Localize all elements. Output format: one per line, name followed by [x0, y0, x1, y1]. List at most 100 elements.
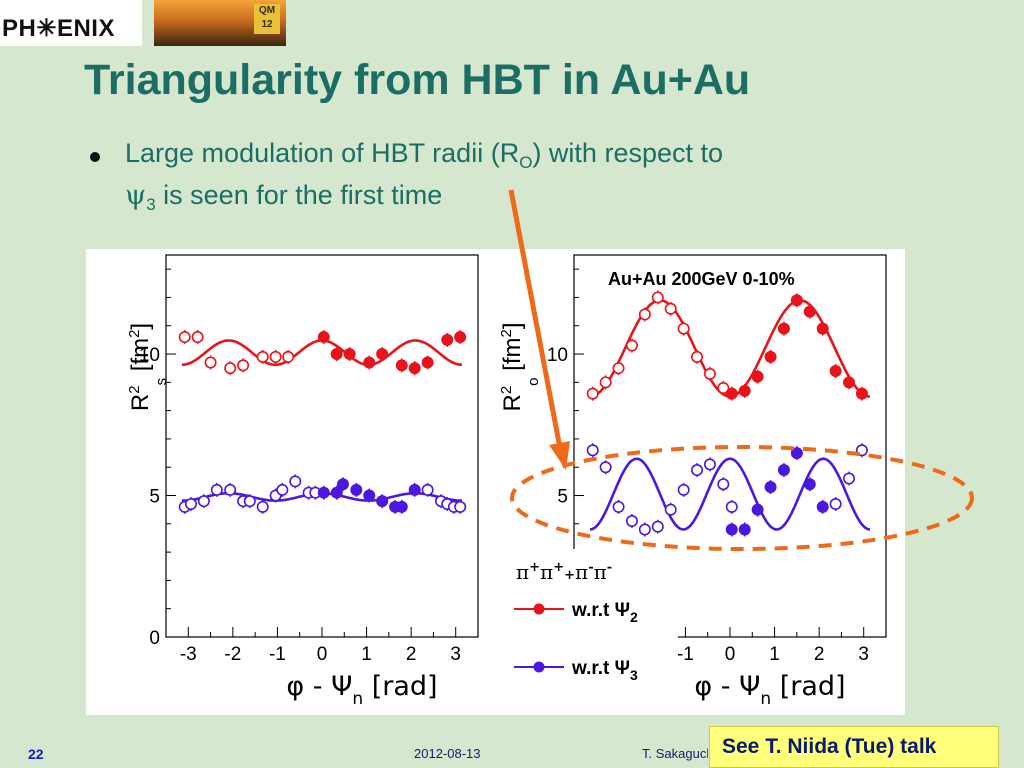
red-open-point — [178, 331, 191, 344]
blue-filled-point — [376, 495, 389, 508]
red-filled-point — [441, 333, 454, 346]
red-filled-point — [363, 356, 376, 369]
x-tick-label: 0 — [317, 644, 328, 665]
red-open-point — [612, 362, 625, 375]
y-tick-label: 0 — [149, 628, 160, 649]
red-filled-point — [408, 362, 421, 375]
y-axis-label-part: R — [499, 394, 526, 411]
blue-open-point — [256, 500, 269, 513]
legend-particles-part: + — [529, 560, 540, 575]
blue-open-point — [843, 472, 856, 485]
x-axis-label-part: φ - Ψ — [286, 671, 352, 702]
red-filled-point — [738, 384, 751, 397]
red-open-point — [625, 339, 638, 352]
blue-filled-point — [764, 481, 777, 494]
red-filled-point — [777, 322, 790, 335]
red-open-point — [586, 387, 599, 400]
y-axis-label-part: 2 — [498, 386, 515, 394]
conference-photo: QM 12 — [154, 0, 286, 46]
blue-open-point — [625, 514, 638, 527]
x-tick-label: 2 — [406, 644, 417, 665]
y-axis-label-part: 2 — [126, 330, 143, 338]
legend-particles-part: - — [607, 560, 612, 575]
legend-label: w.r.t Ψ2 — [571, 600, 638, 625]
legend-marker — [533, 661, 545, 673]
red-filled-point — [855, 387, 868, 400]
legend-particles-part: - — [588, 560, 593, 575]
red-filled-point — [421, 356, 434, 369]
legend-label-text: w.r.t Ψ — [571, 658, 630, 679]
y-axis-label-part: 2 — [126, 385, 143, 393]
blue-open-point — [677, 483, 690, 496]
bullet-line-1-post: ) with respect to — [532, 138, 724, 168]
red-open-point — [703, 367, 716, 380]
red-filled-point — [790, 294, 803, 307]
x-tick-label: 0 — [725, 644, 736, 665]
blue-filled-point — [363, 489, 376, 502]
red-filled-point — [454, 331, 467, 344]
blue-open-point — [691, 464, 704, 477]
legend-particles-part: π — [540, 560, 553, 584]
legend-particles-part: + — [553, 560, 564, 575]
red-filled-point — [803, 305, 816, 318]
x-tick-label: 1 — [769, 644, 780, 665]
blue-open-point — [829, 498, 842, 511]
blue-filled-point — [790, 447, 803, 460]
blue-open-point — [197, 495, 210, 508]
red-open-point — [651, 291, 664, 304]
blue-open-point — [224, 483, 237, 496]
legend-particles-part: π — [575, 560, 588, 584]
blue-open-point — [725, 500, 738, 513]
red-open-point — [599, 376, 612, 389]
red-open-point — [237, 359, 250, 372]
x-axis-label: φ - Ψn [rad] — [286, 671, 437, 709]
red-open-point — [256, 350, 269, 363]
collision-system-label: Au+Au 200GeV 0-10% — [608, 269, 795, 289]
bullet-dot — [90, 152, 100, 162]
blue-open-point — [638, 523, 651, 536]
red-filled-point — [764, 350, 777, 363]
bullet-line-1: Large modulation of HBT radii (RO) with … — [125, 138, 724, 172]
blue-open-point — [612, 500, 625, 513]
slide-title: Triangularity from HBT in Au+Au — [84, 56, 751, 104]
x-axis-label-part: n — [760, 689, 771, 709]
x-tick-label: 3 — [450, 644, 461, 665]
blue-open-point — [184, 498, 197, 511]
blue-filled-point — [803, 478, 816, 491]
red-filled-point — [829, 365, 842, 378]
blue-filled-point — [317, 486, 330, 499]
blue-filled-point — [330, 486, 343, 499]
red-open-point — [224, 362, 237, 375]
blue-open-point — [454, 500, 467, 513]
red-filled-point — [816, 322, 829, 335]
red-open-point — [269, 350, 282, 363]
blue-fit-curve — [589, 457, 871, 531]
blue-open-point — [664, 503, 677, 516]
blue-filled-point — [777, 464, 790, 477]
footer-author: T. Sakaguchi — [642, 746, 708, 761]
legend-marker — [533, 603, 545, 615]
blue-open-point — [289, 475, 302, 488]
legend-label-text: w.r.t Ψ — [571, 600, 630, 621]
legend-background — [510, 549, 678, 713]
bullet-line-2: ψ3 is seen for the first time — [125, 180, 442, 214]
x-axis-label-part: [rad] — [771, 671, 845, 702]
blue-open-point — [651, 520, 664, 533]
x-tick-label: 2 — [814, 644, 825, 665]
x-axis-label-part: φ - Ψ — [694, 671, 760, 702]
y-axis-label-part: s — [153, 378, 170, 386]
red-filled-point — [843, 376, 856, 389]
y-tick-label: 5 — [557, 487, 568, 508]
callout-box: See T. Niida (Tue) talk — [709, 726, 999, 768]
red-open-point — [677, 322, 690, 335]
callout-arrow-head — [549, 441, 570, 470]
y-tick-label: 10 — [139, 345, 160, 366]
x-axis-label-part: n — [352, 689, 363, 709]
legend-particles: π+π++π-π- — [516, 560, 612, 584]
red-filled-point — [725, 387, 738, 400]
blue-open-point — [210, 483, 223, 496]
y-tick-label: 5 — [149, 487, 160, 508]
psi-subscript: 3 — [146, 195, 156, 214]
